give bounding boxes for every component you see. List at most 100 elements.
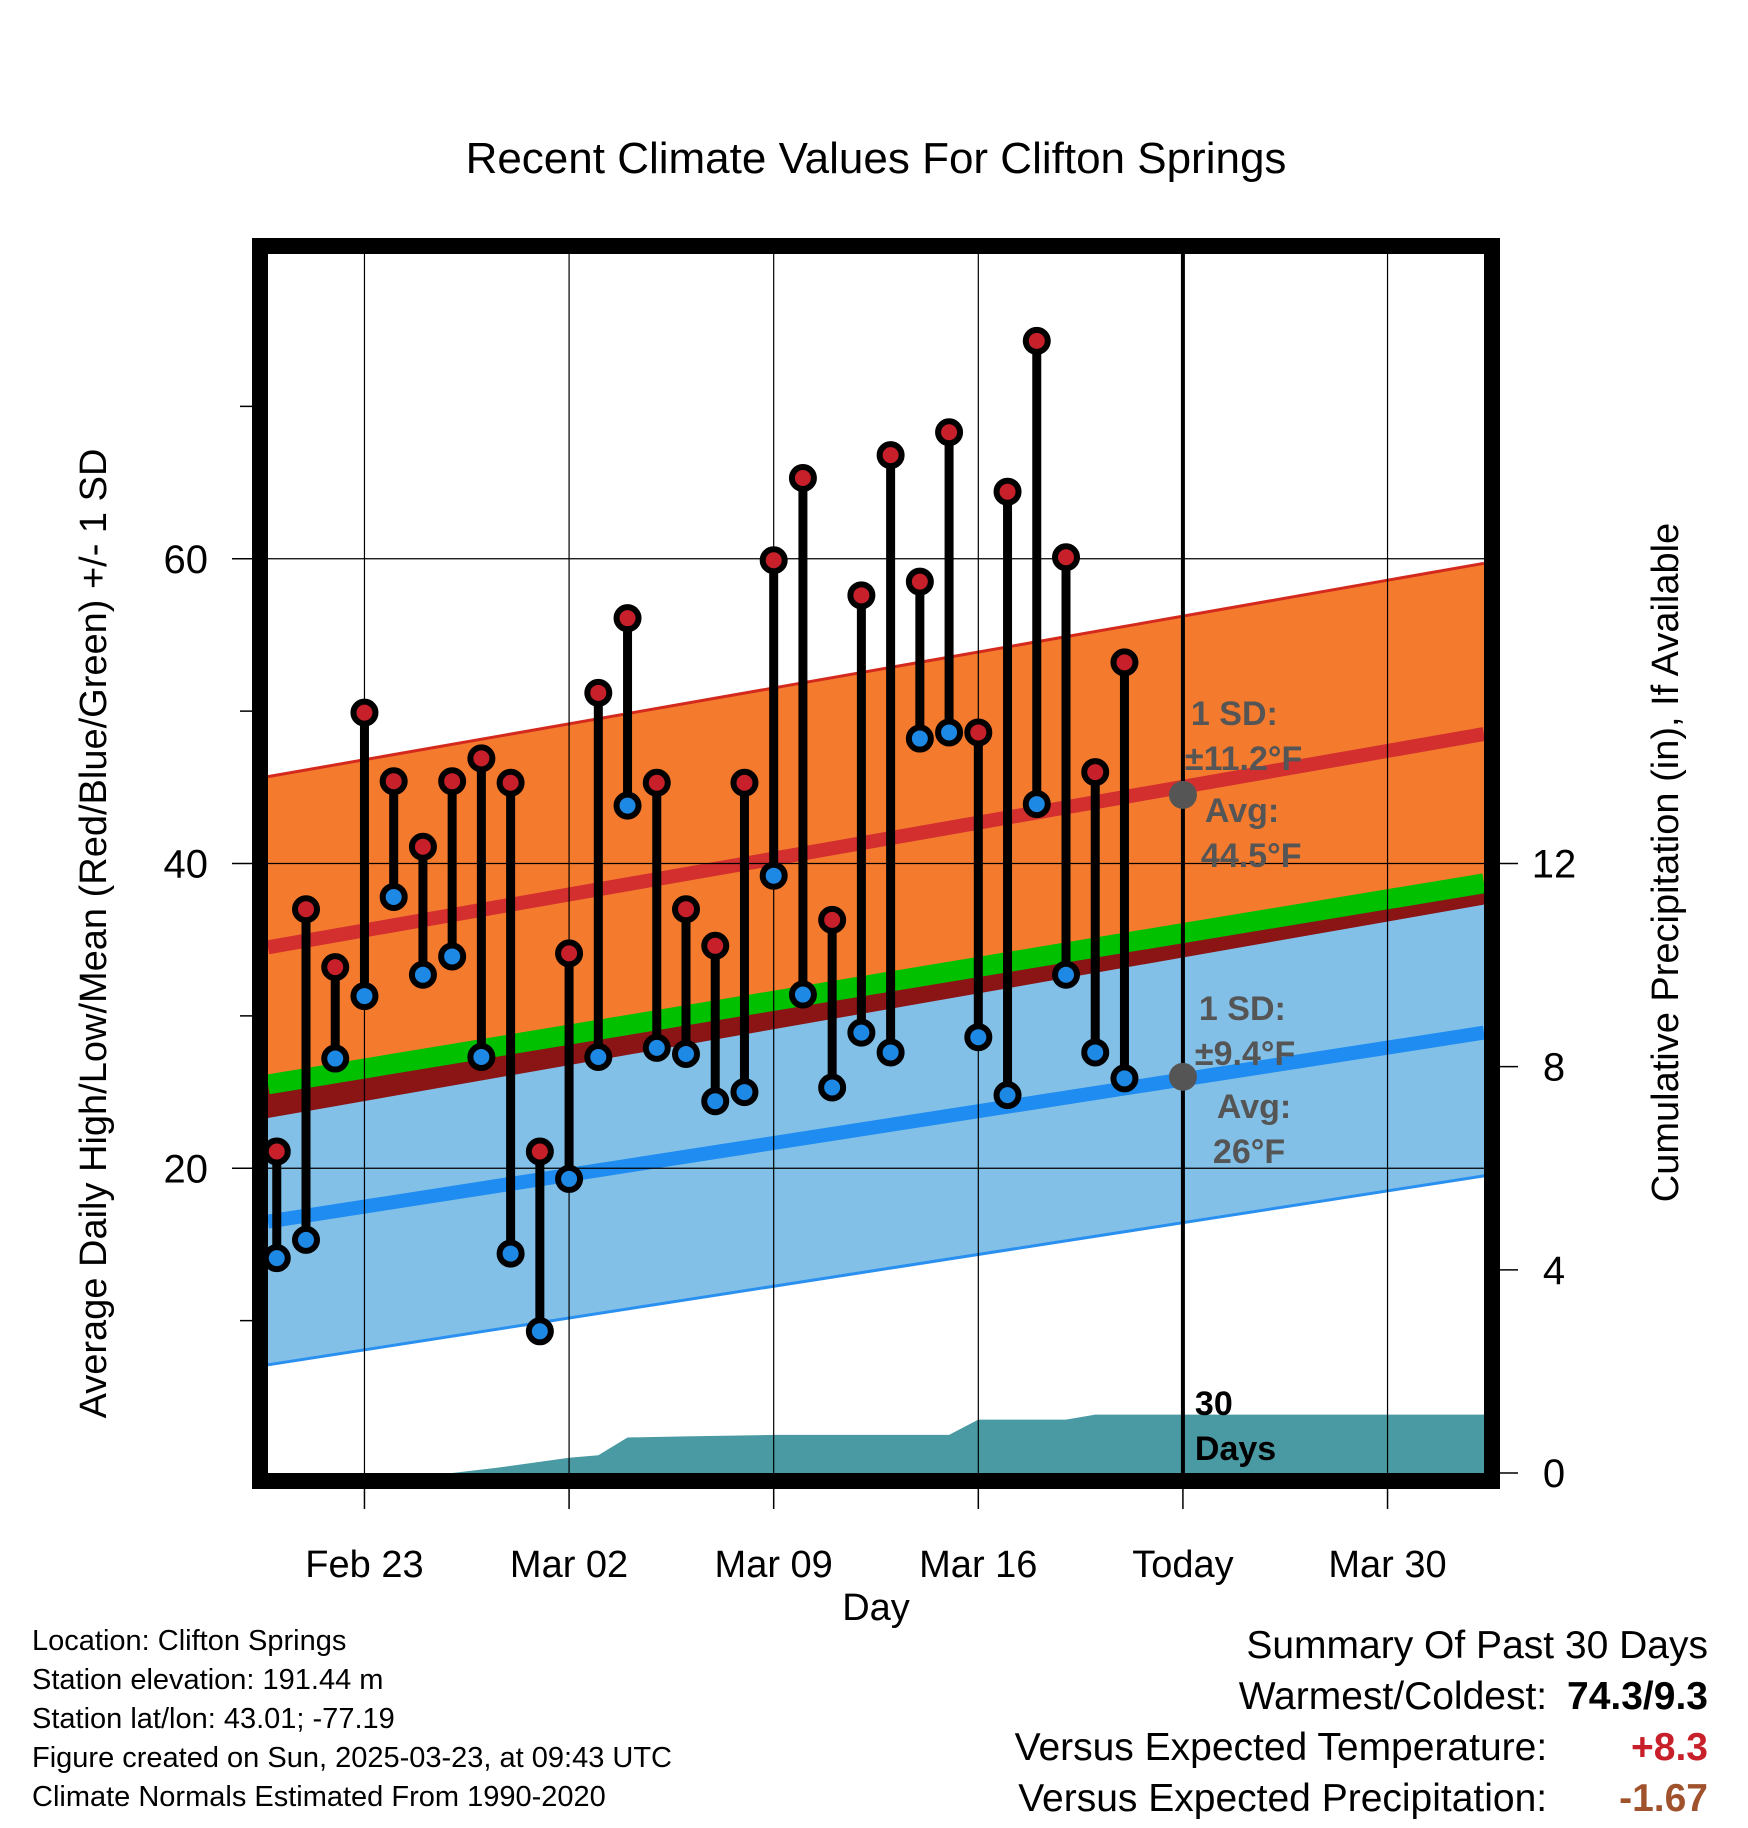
low-sd-value: ±9.4°F [1195, 1035, 1295, 1073]
y2-tick-label: 0 [1543, 1452, 1565, 1496]
low-point [555, 1164, 584, 1193]
low-point [818, 1073, 847, 1102]
high-point [759, 546, 788, 575]
precip-label: Versus Expected Precipitation: [1018, 1777, 1548, 1820]
y2-axis-label: Cumulative Precipitation (in), If Availa… [1645, 523, 1687, 1202]
high-point [935, 418, 964, 447]
high-point [1110, 648, 1139, 677]
high-avg-title: Avg: [1205, 792, 1279, 830]
chart-title: Recent Climate Values For Clifton Spring… [466, 134, 1287, 183]
low-point [993, 1081, 1022, 1110]
low-point [847, 1018, 876, 1047]
low-point [1052, 960, 1080, 989]
low-mean-line [266, 1025, 1486, 1229]
x-tick-label: Mar 30 [1328, 1544, 1446, 1586]
low-point [379, 883, 408, 912]
low-point [321, 1044, 350, 1073]
low-sd-title: 1 SD: [1199, 990, 1286, 1028]
low-point [467, 1043, 496, 1072]
low-point [701, 1087, 730, 1116]
low-point [905, 724, 934, 753]
low-point [408, 960, 437, 989]
y-tick-label: 60 [164, 538, 209, 582]
y-tick-label: 40 [164, 843, 209, 887]
temp-value: +8.3 [1631, 1726, 1708, 1769]
low-point [1110, 1064, 1139, 1093]
high-point [350, 698, 379, 727]
location-text: Location: Clifton Springs [32, 1625, 347, 1657]
low-point [496, 1239, 525, 1268]
high-point [672, 895, 700, 924]
created-text: Figure created on Sun, 2025-03-23, at 09… [32, 1742, 672, 1774]
warm-cold-value: 74.3/9.3 [1567, 1675, 1708, 1718]
x-tick-label: Today [1132, 1544, 1233, 1586]
high-point [1081, 758, 1110, 787]
low-sd-lower-line [267, 1174, 1485, 1367]
temp-label: Versus Expected Temperature: [1014, 1726, 1548, 1769]
low-point [788, 980, 817, 1009]
high-point [496, 768, 525, 797]
low-point [613, 791, 642, 820]
precip-area [268, 1414, 1484, 1473]
window-unit: Days [1195, 1430, 1276, 1468]
x-tick-label: Mar 02 [510, 1544, 628, 1586]
low-point [525, 1317, 554, 1346]
high-sd-value: ±11.2°F [1185, 740, 1302, 778]
station-info: Location: Clifton Springs Station elevat… [32, 1622, 672, 1817]
normals-text: Climate Normals Estimated From 1990-2020 [32, 1781, 606, 1813]
high-point [730, 768, 759, 797]
high-point [788, 463, 817, 492]
today-avg-marker [1168, 1062, 1197, 1091]
summary-heading: Summary Of Past 30 Days [1246, 1624, 1708, 1667]
high-point [1022, 326, 1051, 355]
today-avg-marker [1168, 780, 1197, 809]
low-point [759, 861, 788, 890]
high-point [408, 832, 437, 861]
low-avg-value: 26°F [1213, 1133, 1285, 1171]
high-avg-value: 44.5°F [1201, 837, 1302, 875]
precip-value: -1.67 [1619, 1777, 1708, 1820]
high-point [1052, 543, 1080, 572]
x-tick-label: Mar 09 [715, 1544, 833, 1586]
high-point [964, 718, 993, 747]
window-number: 30 [1195, 1385, 1233, 1423]
low-point [730, 1078, 759, 1107]
high-point [876, 441, 905, 470]
high-point [438, 767, 467, 796]
low-point [672, 1039, 700, 1068]
elevation-text: Station elevation: 191.44 m [32, 1664, 384, 1696]
high-point [642, 768, 671, 797]
high-mean-line [266, 727, 1486, 955]
high-point [993, 477, 1022, 506]
high-point [525, 1137, 554, 1166]
x-tick-label: Mar 16 [919, 1544, 1037, 1586]
y2-tick-label: 12 [1532, 843, 1577, 887]
high-point [467, 744, 496, 773]
climate-chart: 1 SD: ±11.2°F Avg: 44.5°F 1 SD: ±9.4°F Avg: 26°… [73, 134, 1687, 1628]
high-sd-upper-line [267, 561, 1485, 779]
low-point [642, 1033, 671, 1062]
high-point [701, 931, 730, 960]
low-point [438, 942, 467, 971]
low-point [584, 1043, 613, 1072]
summary-temp-row: Versus Expected Temperature: +8.3 [1015, 1722, 1708, 1773]
x-axis-label: Day [842, 1587, 910, 1628]
x-tick-label: Feb 23 [305, 1544, 423, 1586]
latlon-text: Station lat/lon: 43.01; -77.19 [32, 1703, 395, 1735]
high-sd-title: 1 SD: [1191, 695, 1278, 733]
low-point [935, 718, 964, 747]
y2-tick-label: 8 [1543, 1046, 1565, 1090]
y-axis-label: Average Daily High/Low/Mean (Red/Blue/Gr… [73, 449, 115, 1419]
summary-precip-row: Versus Expected Precipitation: -1.67 [1015, 1773, 1708, 1824]
summary-panel: Summary Of Past 30 Days Warmest/Coldest:… [1015, 1620, 1708, 1824]
low-point [292, 1225, 320, 1254]
high-point [321, 953, 350, 982]
low-point [262, 1244, 291, 1273]
summary-warm-cold-row: Warmest/Coldest: 74.3/9.3 [1015, 1671, 1708, 1722]
high-point [555, 939, 584, 968]
low-point [1022, 790, 1051, 819]
high-point [905, 567, 934, 596]
low-point [964, 1023, 993, 1052]
high-point [613, 604, 642, 633]
high-point [262, 1137, 291, 1166]
